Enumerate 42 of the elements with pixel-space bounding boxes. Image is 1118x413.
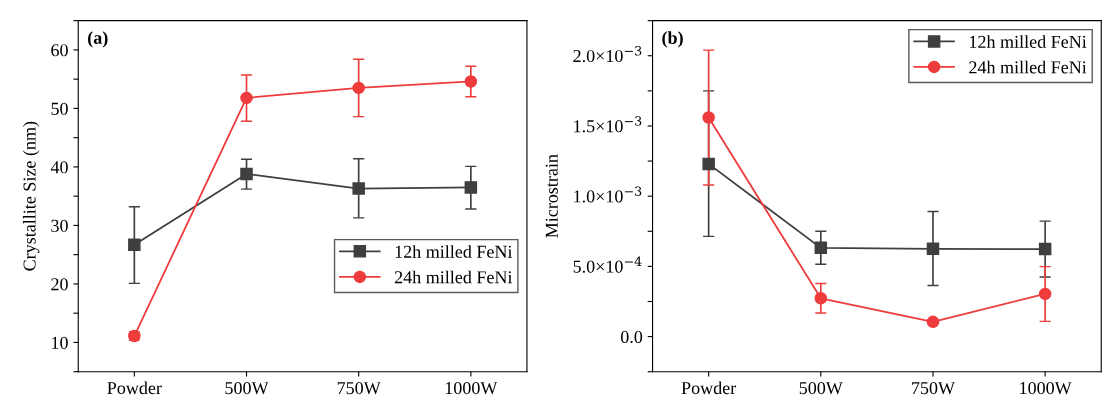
y-tick-label: 30 — [51, 219, 68, 232]
x-tick-label: 750W — [337, 381, 381, 395]
point — [352, 81, 365, 95]
legend-label: 12h milled FeNi — [395, 245, 513, 258]
point — [702, 157, 715, 171]
y-axis-title: Microstrain — [545, 154, 558, 238]
annotation: (a) — [88, 31, 108, 48]
y-tick-label: 1.5×10$^{−3}$ — [574, 116, 642, 133]
y-tick-label: 5.0×10$^{−4}$ — [573, 256, 642, 273]
x-tick-label: Powder — [681, 381, 737, 395]
point — [464, 181, 478, 194]
point — [240, 91, 253, 105]
point — [702, 111, 715, 124]
point — [464, 75, 478, 88]
x-tick-label: 1000W — [1020, 381, 1072, 395]
y-tick-label: 20 — [51, 278, 68, 291]
point — [814, 292, 828, 305]
point — [1038, 242, 1052, 256]
point — [926, 242, 940, 256]
legend-label: 24h milled FeNi — [394, 270, 513, 284]
x-tick-label: Powder — [107, 381, 162, 395]
y-tick-label: 2.0×10$^{−3}$ — [573, 45, 642, 63]
x-tick-label: 750W — [912, 381, 955, 395]
x-tick-label: 1000W — [445, 381, 498, 395]
legend-label: 24h milled FeNi — [969, 60, 1087, 74]
x-tick-label: 500W — [225, 381, 269, 395]
point — [128, 238, 141, 251]
point — [240, 167, 253, 181]
y-tick-label: 1.0×10$^{−3}$ — [574, 186, 642, 203]
y-tick-label: 60 — [51, 44, 68, 57]
point — [352, 182, 365, 195]
point — [1038, 287, 1052, 301]
y-tick-label: 50 — [51, 102, 68, 115]
point — [814, 241, 828, 255]
annotation: (b) — [662, 31, 683, 48]
y-axis-title: Crystallite Size (nm) — [22, 121, 40, 271]
y-tick-label: 10 — [52, 336, 68, 349]
legend-label: 12h milled FeNi — [970, 35, 1087, 48]
point — [926, 315, 940, 329]
y-tick-label: 0.0 — [620, 330, 643, 344]
x-tick-label: 500W — [799, 381, 843, 395]
y-tick-label: 40 — [50, 161, 68, 174]
